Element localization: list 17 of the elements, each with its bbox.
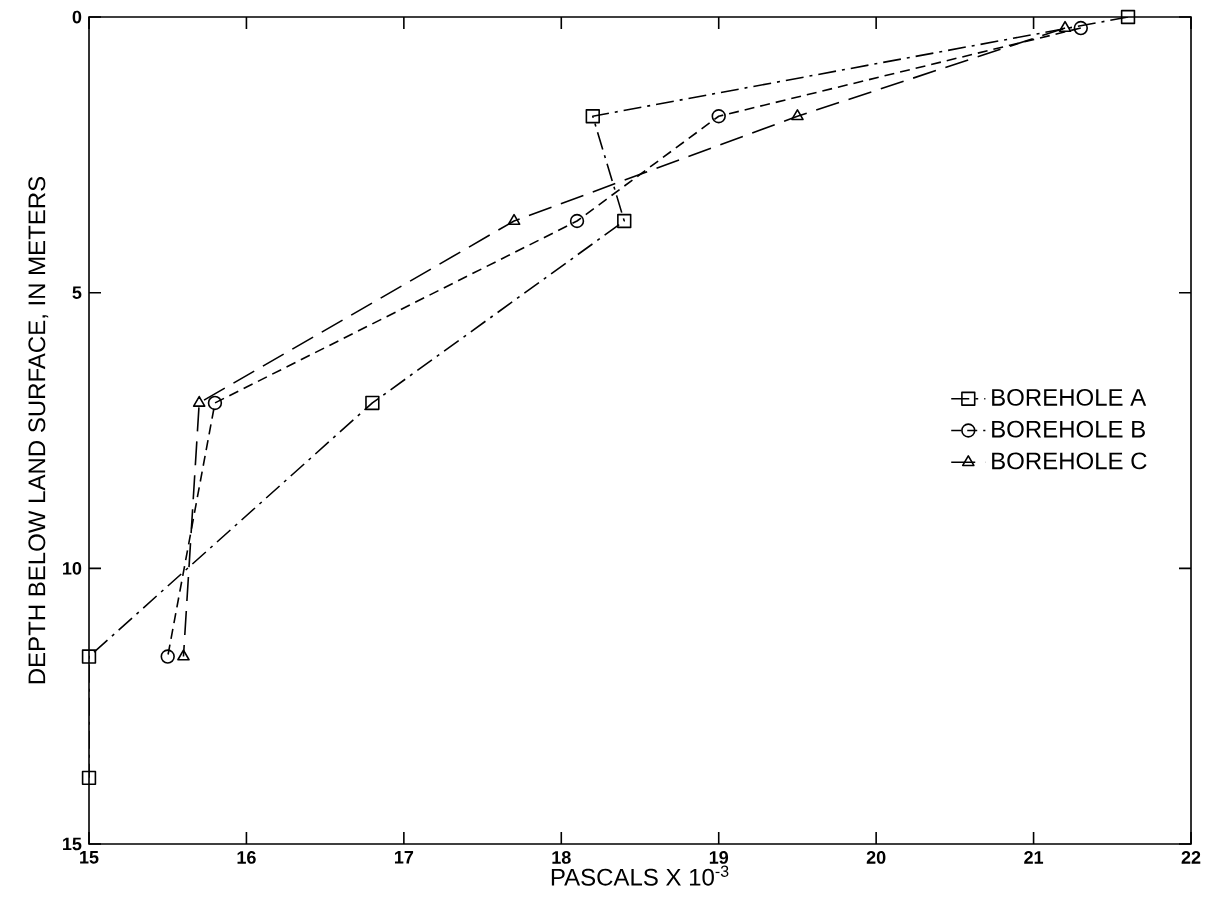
x-tick-label: 20 xyxy=(866,851,886,864)
y-tick-label: 10 xyxy=(63,561,82,575)
x-tick-label: 22 xyxy=(1181,851,1201,864)
legend-label: BOREHOLE C xyxy=(992,452,1147,470)
legend-label: BOREHOLE B xyxy=(992,420,1145,438)
x-tick-label: 21 xyxy=(1024,851,1044,864)
y-axis-title: DEPTH BELOW LAND SURFACE, IN METERS xyxy=(28,176,49,684)
x-axis-title: PASCALS X 10$^{-3}$ xyxy=(551,865,729,886)
x-tick-label: 17 xyxy=(394,851,414,864)
x-tick-label: 16 xyxy=(237,851,256,864)
y-tick-label: 0 xyxy=(72,10,82,24)
x-tick-label: 15 xyxy=(80,851,99,864)
y-tick-label: 15 xyxy=(63,837,82,851)
y-tick-label: 5 xyxy=(72,286,82,299)
legend-label: BOREHOLE A xyxy=(992,388,1147,406)
x-tick-label: 18 xyxy=(552,851,571,864)
x-tick-label: 19 xyxy=(709,851,729,864)
